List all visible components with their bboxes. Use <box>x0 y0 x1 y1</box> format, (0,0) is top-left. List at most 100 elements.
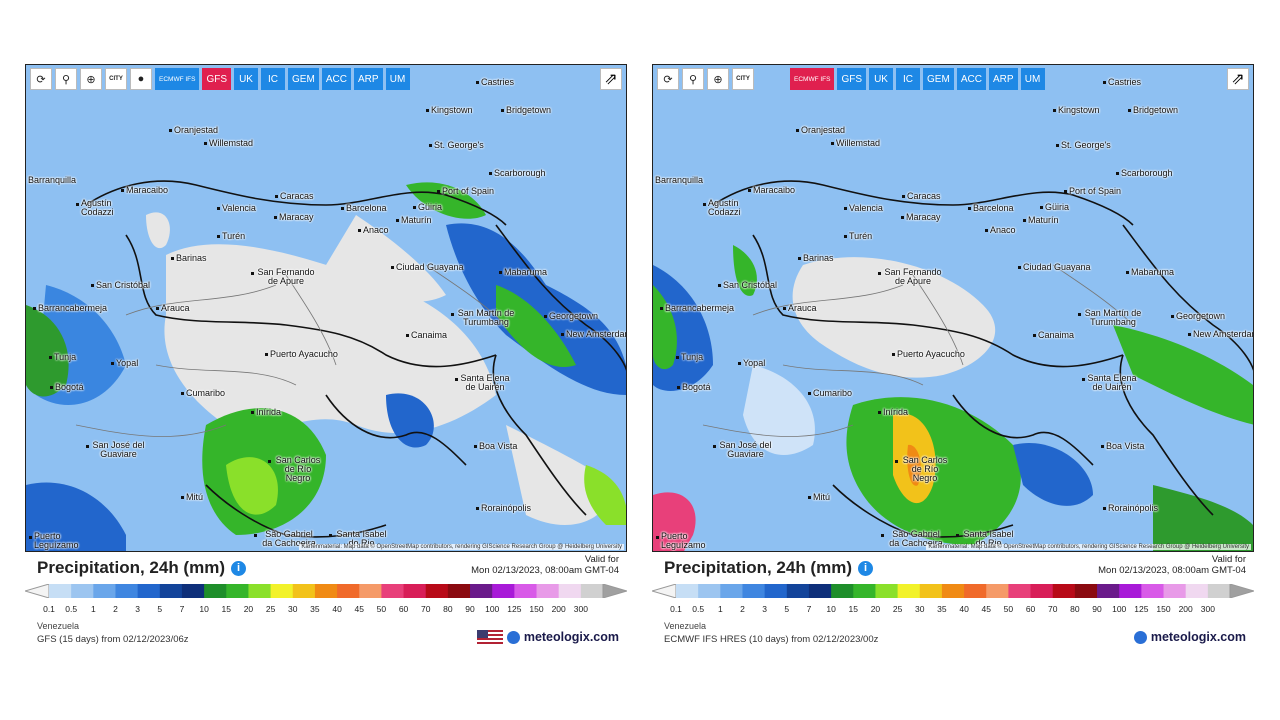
scale-tick-label: 35 <box>310 604 320 614</box>
model-ic-button[interactable]: IC <box>896 68 921 90</box>
brand[interactable]: meteologix.com <box>1133 630 1246 644</box>
scale-swatch <box>831 584 854 598</box>
model-gem-button[interactable]: GEM <box>923 68 954 90</box>
city-willemstad: Willemstad <box>830 138 881 148</box>
scale-swatch <box>897 584 921 598</box>
city-santa-elena: Santa Elena de Uairén <box>1082 373 1137 392</box>
model-gfs-button[interactable]: GFS <box>837 68 867 90</box>
model-um-button[interactable]: UM <box>1020 68 1045 90</box>
map-layer <box>653 65 1253 551</box>
scale-swatch <box>492 584 515 598</box>
model-acc-button[interactable]: ACC <box>321 68 351 90</box>
scale-tick-label: 3 <box>135 604 140 614</box>
scale-tick-label: 7 <box>806 604 812 614</box>
city-puerto-leguizamo: Puerto Leguízamo <box>656 531 706 550</box>
city-oranjestad: Oranjestad <box>168 125 219 135</box>
city-puerto-ayacucho: Puerto Ayacucho <box>892 349 965 359</box>
info-icon[interactable]: i <box>230 561 246 576</box>
city-new-amsterdam: New Amsterdam <box>560 329 626 339</box>
scale-tick-label: 60 <box>1025 604 1036 614</box>
scale-tick-label: 100 <box>485 604 500 614</box>
city-barinas: Barinas <box>798 253 834 263</box>
color-scale <box>652 584 1254 598</box>
scale-swatch <box>764 584 788 598</box>
city-san-fernando: San Fernando de Apure <box>878 267 942 286</box>
model-ecmwf-button[interactable]: ECMWF IFS <box>790 68 835 90</box>
scale-tick-label: 0.1 <box>43 604 55 614</box>
city-valencia: Valencia <box>217 203 256 213</box>
zoom-icon[interactable]: ⊕ <box>707 68 729 90</box>
refresh-icon[interactable]: ⟳ <box>657 68 679 90</box>
model-uk-button[interactable]: UK <box>869 68 894 90</box>
marker-icon[interactable]: ⚲ <box>682 68 704 90</box>
city-san-cristobal: San Cristóbal <box>90 280 151 290</box>
model-ecmwf-button[interactable]: ECMWF IFS <box>155 68 200 90</box>
city-agustin-codazzi: Agustín Codazzi <box>703 199 748 217</box>
scale-tick-label: 0.5 <box>65 604 78 614</box>
city-castries: Castries <box>1102 77 1142 87</box>
scale-tick-label: 1 <box>717 604 723 614</box>
city-georgetown: Georgetown <box>1170 311 1226 321</box>
scale-tick-label: 150 <box>1156 604 1171 614</box>
precipitation-map-gfs[interactable]: ⟳ ⚲ ⊕ CITY ● ECMWF IFS GFS UK IC GEM ACC… <box>25 64 627 552</box>
model-arp-button[interactable]: ARP <box>353 68 383 90</box>
city-ciudad-guayana: Ciudad Guayana <box>391 262 464 272</box>
dot-icon[interactable]: ● <box>130 68 152 90</box>
scale-tick-label: 100 <box>1112 604 1127 614</box>
city-puerto-ayacucho: Puerto Ayacucho <box>265 349 338 359</box>
share-icon[interactable]: ⇗ <box>600 68 622 90</box>
scale-tick-label: 15 <box>221 604 231 614</box>
model-um-button[interactable]: UM <box>385 68 410 90</box>
precipitation-map-ecmwf[interactable]: ⟳ ⚲ ⊕ CITY ECMWF IFS GFS UK IC GEM ACC A… <box>652 64 1254 552</box>
city-mitu: Mitú <box>180 492 204 502</box>
brand[interactable]: meteologix.com <box>476 630 619 644</box>
info-icon[interactable]: i <box>857 561 873 576</box>
model-ic-button[interactable]: IC <box>261 68 286 90</box>
city-willemstad: Willemstad <box>203 138 254 148</box>
model-arp-button[interactable]: ARP <box>988 68 1018 90</box>
scale-swatch <box>447 584 471 598</box>
city-maracay: Maracay <box>901 212 941 222</box>
city-valencia: Valencia <box>844 203 883 213</box>
scale-swatch <box>181 584 205 598</box>
share-icon[interactable]: ⇗ <box>1227 68 1249 90</box>
zoom-icon[interactable]: ⊕ <box>80 68 102 90</box>
scale-tick-label: 200 <box>1178 604 1193 614</box>
city-canaima: Canaima <box>1032 330 1075 340</box>
scale-swatch <box>558 584 582 598</box>
city-barrancabermeja: Barrancabermeja <box>659 303 735 313</box>
scale-tick-label: 125 <box>1134 604 1149 614</box>
city-maturin: Maturín <box>1023 215 1059 225</box>
city-scarborough: Scarborough <box>1116 168 1173 178</box>
scale-swatch <box>1097 584 1120 598</box>
city-canaima: Canaima <box>405 330 448 340</box>
city-maracay: Maracay <box>274 212 314 222</box>
city-rorainopolis: Rorainópolis <box>475 503 532 513</box>
city-cumaribo: Cumaribo <box>180 388 226 398</box>
scale-tick-label: 50 <box>376 604 387 614</box>
scale-swatch <box>919 584 943 598</box>
marker-icon[interactable]: ⚲ <box>55 68 77 90</box>
scale-tick-label: 25 <box>892 604 903 614</box>
city-toggle-button[interactable]: CITY <box>732 68 754 90</box>
city-toggle-button[interactable]: CITY <box>105 68 127 90</box>
scale-swatch <box>1163 584 1187 598</box>
city-cumaribo: Cumaribo <box>807 388 853 398</box>
city-bogota: Bogotá <box>677 382 711 392</box>
scale-swatch <box>986 584 1009 598</box>
city-guiria: Güiria <box>412 202 443 212</box>
scale-swatch <box>786 584 810 598</box>
model-gfs-button[interactable]: GFS <box>202 68 232 90</box>
city-maturin: Maturín <box>396 215 432 225</box>
model-gem-button[interactable]: GEM <box>288 68 319 90</box>
city-mitu: Mitú <box>807 492 831 502</box>
left-panel: ⟳ ⚲ ⊕ CITY ● ECMWF IFS GFS UK IC GEM ACC… <box>25 64 627 662</box>
scale-swatch <box>381 584 405 598</box>
scale-swatch <box>359 584 382 598</box>
city-tunja: Tunja <box>48 352 77 362</box>
scale-tick-label: 20 <box>243 604 254 614</box>
refresh-icon[interactable]: ⟳ <box>30 68 52 90</box>
model-uk-button[interactable]: UK <box>234 68 259 90</box>
model-acc-button[interactable]: ACC <box>956 68 986 90</box>
city-maracaibo: Maracaibo <box>747 185 796 195</box>
